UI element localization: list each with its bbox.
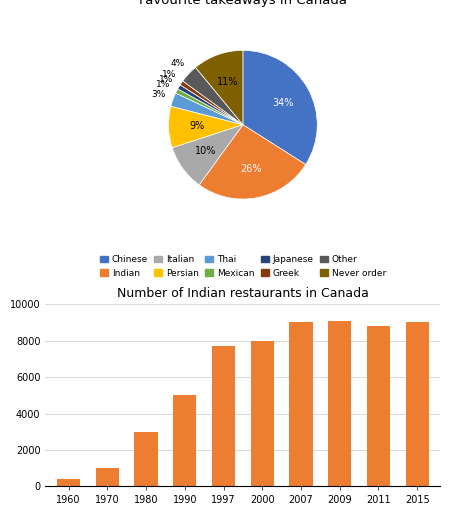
Wedge shape: [180, 81, 243, 125]
Bar: [251, 340, 274, 486]
Wedge shape: [171, 93, 243, 125]
Text: 1%: 1%: [162, 70, 176, 79]
Wedge shape: [178, 85, 243, 125]
Wedge shape: [168, 106, 243, 147]
Text: 11%: 11%: [217, 77, 238, 87]
Bar: [57, 479, 80, 486]
Text: 4%: 4%: [171, 59, 185, 68]
Bar: [328, 321, 351, 486]
Text: 9%: 9%: [190, 121, 205, 131]
Text: 10%: 10%: [195, 146, 217, 157]
Bar: [134, 432, 158, 486]
Wedge shape: [199, 125, 306, 199]
Title: Favourite takeaways in Canada: Favourite takeaways in Canada: [139, 0, 347, 7]
Text: 1%: 1%: [156, 80, 171, 89]
Title: Number of Indian restaurants in Canada: Number of Indian restaurants in Canada: [117, 287, 369, 300]
Bar: [289, 323, 313, 486]
Text: 34%: 34%: [272, 98, 293, 108]
Text: 1%: 1%: [159, 75, 173, 84]
Wedge shape: [243, 50, 317, 164]
Text: 26%: 26%: [241, 164, 262, 175]
Bar: [173, 395, 197, 486]
Bar: [405, 323, 429, 486]
Wedge shape: [183, 68, 243, 125]
Wedge shape: [172, 125, 243, 185]
Wedge shape: [176, 89, 243, 125]
Bar: [367, 326, 390, 486]
Bar: [212, 346, 235, 486]
Legend: Chinese, Indian, Italian, Persian, Thai, Mexican, Japanese, Greek, Other, Never : Chinese, Indian, Italian, Persian, Thai,…: [100, 255, 386, 278]
Wedge shape: [196, 50, 243, 125]
Text: 3%: 3%: [152, 90, 166, 99]
Bar: [96, 468, 119, 486]
